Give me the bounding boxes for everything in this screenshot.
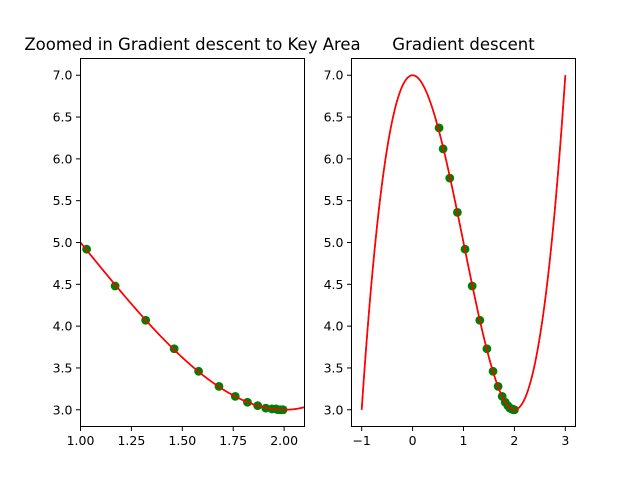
x-tick-label: 1 xyxy=(460,433,468,448)
y-tick-label: 6.0 xyxy=(324,151,344,166)
function-curve xyxy=(80,241,305,411)
x-tick-label: 1.75 xyxy=(219,433,247,448)
y-tick-label: 5.5 xyxy=(324,193,344,208)
x-tick-label: 0 xyxy=(409,433,417,448)
axes-frame-full xyxy=(351,58,576,427)
y-tick-label: 4.0 xyxy=(324,319,344,334)
axes-zoomed: Zoomed in Gradient descent to Key Area 1… xyxy=(24,35,360,448)
y-tick-label: 6.5 xyxy=(324,110,344,125)
y-tick-label: 7.0 xyxy=(324,68,344,83)
y-tick-label: 3.0 xyxy=(53,402,73,417)
tick-group-full: −1 0 1 2 3 3.0 3.5 4.0 4.5 5.0 5.5 6.0 6.5 7.0 xyxy=(324,68,570,448)
plot-area-full xyxy=(360,74,567,415)
function-curve-overlay xyxy=(80,241,305,411)
y-tick-label: 4.5 xyxy=(324,277,344,292)
plot-area-zoomed xyxy=(80,241,305,415)
y-tick-label: 5.0 xyxy=(324,235,344,250)
x-tick-label: 2.00 xyxy=(270,433,298,448)
chart-title-full: Gradient descent xyxy=(392,35,535,54)
y-tick-label: 6.0 xyxy=(53,151,73,166)
x-tick-label: −1 xyxy=(352,433,370,448)
axes-frame-zoomed xyxy=(80,58,305,427)
x-tick-label: 1.50 xyxy=(168,433,196,448)
y-tick-label: 3.5 xyxy=(324,360,344,375)
x-tick-label: 3 xyxy=(561,433,569,448)
y-tick-label: 3.5 xyxy=(53,360,73,375)
y-tick-label: 4.0 xyxy=(53,319,73,334)
y-tick-label: 5.5 xyxy=(53,193,73,208)
tick-group-zoomed: 1.00 1.25 1.50 1.75 2.00 3.0 3.5 4.0 4.5 5.0 5.5 6.… xyxy=(53,68,298,448)
y-tick-label: 6.5 xyxy=(53,110,73,125)
function-curve-overlay xyxy=(360,74,567,411)
x-tick-label: 2 xyxy=(510,433,518,448)
chart-title-zoomed: Zoomed in Gradient descent to Key Area xyxy=(24,35,360,54)
x-tick-label: 1.00 xyxy=(67,433,95,448)
y-tick-label: 3.0 xyxy=(324,402,344,417)
x-tick-label: 1.25 xyxy=(117,433,145,448)
axes-full: Gradient descent −1 0 1 2 3 3.0 3.5 4.0 4.5 5.0 5.… xyxy=(324,35,576,448)
y-tick-label: 7.0 xyxy=(53,68,73,83)
y-tick-label: 4.5 xyxy=(53,277,73,292)
y-tick-label: 5.0 xyxy=(53,235,73,250)
